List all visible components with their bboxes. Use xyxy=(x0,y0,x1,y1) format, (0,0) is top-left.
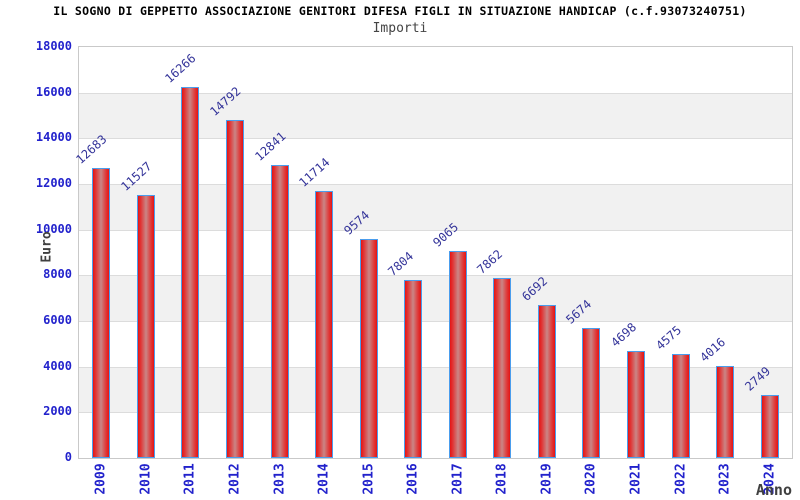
y-tick-label: 2000 xyxy=(43,404,72,419)
y-tick-label: 10000 xyxy=(35,221,72,236)
x-tick-label: 2009 xyxy=(93,463,109,495)
y-tick-label: 18000 xyxy=(35,39,72,53)
grid-line xyxy=(79,366,792,368)
bar xyxy=(136,194,155,458)
chart-main-title: IL SOGNO DI GEPPETTO ASSOCIAZIONE GENITO… xyxy=(53,4,747,18)
y-tick-label: 8000 xyxy=(43,267,72,282)
y-tick-label: 0 xyxy=(64,450,72,464)
bar xyxy=(270,164,289,458)
grid-line xyxy=(79,412,792,414)
x-tick-label: 2011 xyxy=(182,463,198,495)
x-tick-label: 2019 xyxy=(539,463,555,495)
y-tick-label: 16000 xyxy=(35,84,72,99)
bar xyxy=(448,251,467,458)
bar xyxy=(225,120,244,458)
x-tick-label: 2010 xyxy=(138,463,154,495)
grid-line xyxy=(79,138,792,140)
bar xyxy=(582,328,601,458)
bar xyxy=(760,395,779,458)
bar xyxy=(359,239,378,458)
grid-line xyxy=(79,321,792,322)
grid-line xyxy=(79,184,792,185)
bar xyxy=(671,353,690,458)
x-tick-label: 2023 xyxy=(717,463,733,495)
grid-line xyxy=(79,229,792,231)
bar xyxy=(181,86,200,458)
x-tick-label: 2014 xyxy=(316,463,332,495)
grid-line xyxy=(79,92,792,94)
bar xyxy=(404,279,423,458)
plot-area: 12683 11527 16266 14792 12841 11714 9574 7804 90… xyxy=(74,46,793,459)
chart-subtitle: Importi xyxy=(372,21,428,36)
x-tick-label: 2016 xyxy=(405,463,421,495)
y-tick-label: 12000 xyxy=(35,176,72,190)
grid-line xyxy=(79,275,792,277)
x-tick-label: 2022 xyxy=(673,463,689,495)
y-tick-label: 14000 xyxy=(35,130,72,145)
x-tick-label: 2021 xyxy=(628,463,644,495)
bar xyxy=(716,366,735,458)
bar xyxy=(627,350,646,458)
x-axis-title: Anno xyxy=(755,481,792,499)
y-tick-label: 6000 xyxy=(43,313,72,327)
bar xyxy=(92,168,111,458)
x-tick-label: 2020 xyxy=(583,463,599,495)
bar xyxy=(537,305,556,458)
x-tick-label: 2018 xyxy=(494,463,510,495)
y-axis-title: Euro xyxy=(39,231,55,263)
x-tick-label: 2013 xyxy=(272,463,288,495)
x-tick-label: 2015 xyxy=(361,463,377,495)
y-tick-label: 4000 xyxy=(43,358,72,373)
grid-band xyxy=(79,47,792,93)
x-tick-label: 2012 xyxy=(227,463,243,495)
bar xyxy=(493,278,512,458)
bar xyxy=(315,190,334,458)
x-tick-label: 2017 xyxy=(450,463,466,495)
